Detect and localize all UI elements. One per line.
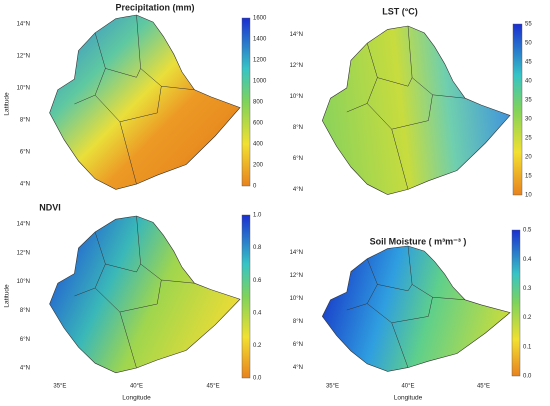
region-border [119, 86, 162, 123]
colorbar-tick-label: 0.0 [253, 376, 262, 382]
lat-tick-label: 4°N [20, 182, 30, 188]
colorbar-tick-label: 0.4 [253, 310, 262, 316]
colorbar-tick-label: 1200 [253, 58, 267, 64]
colorbar [241, 17, 251, 187]
colorbar-tick-label: 0.2 [253, 343, 262, 349]
lon-tick-label: 45°E [477, 384, 490, 390]
region-border [377, 77, 413, 87]
colorbar-tick-label: 10 [525, 193, 532, 199]
colorbar-tick-label: 0.0 [523, 374, 532, 380]
lat-tick-label: 14°N [290, 250, 303, 256]
colorbar-tick-label: 0.3 [523, 286, 532, 292]
lat-tick-label: 10°N [290, 296, 303, 302]
colorbar-tick-label: 55 [525, 22, 532, 28]
lat-tick-label: 8°N [20, 118, 30, 124]
colorbar [511, 229, 521, 377]
region-border [346, 258, 378, 311]
lat-tick-label: 4°N [293, 365, 303, 371]
region-border [407, 25, 466, 99]
lat-tick-label: 4°N [20, 366, 30, 372]
region-border [377, 284, 413, 292]
colorbar [512, 23, 523, 196]
colorbar-tick-label: 0 [253, 184, 257, 190]
colorbar-tick-label: 15 [525, 174, 532, 180]
lon-tick-label: 40°E [401, 384, 414, 390]
lat-tick-label: 8°N [293, 319, 303, 325]
colorbar-tick-label: 0.2 [523, 315, 532, 321]
y-axis-label: Latitude [4, 284, 11, 308]
lat-tick-label: 8°N [20, 308, 30, 314]
colorbar-tick-label: 400 [253, 142, 264, 148]
colorbar-tick-label: 0.8 [253, 245, 262, 251]
lon-tick-label: 35°E [326, 384, 339, 390]
lat-tick-label: 6°N [293, 342, 303, 348]
lon-tick-label: 45°E [207, 384, 220, 390]
lat-tick-label: 10°N [17, 86, 30, 92]
lat-tick-label: 12°N [290, 273, 303, 279]
panel-title: Soil Moisture ( m³m⁻³ ) [370, 236, 467, 246]
region-border [105, 68, 141, 78]
colorbar-tick-label: 20 [525, 155, 532, 161]
colorbar-tick-label: 1400 [253, 37, 267, 43]
lat-tick-label: 8°N [293, 125, 303, 131]
lat-tick-label: 6°N [20, 337, 30, 343]
lat-tick-label: 14°N [17, 222, 30, 228]
colorbar-tick-label: 1.0 [253, 213, 262, 219]
lat-tick-label: 14°N [17, 21, 30, 27]
region-border [119, 279, 162, 313]
colorbar-tick-label: 1600 [253, 16, 267, 22]
lat-tick-label: 12°N [17, 54, 30, 60]
colorbar-tick-label: 40 [525, 79, 532, 85]
lat-tick-label: 6°N [20, 150, 30, 156]
panel-title: NDVI [39, 202, 61, 212]
lon-tick-label: 40°E [130, 384, 143, 390]
panel-title: LST (°C) [382, 6, 418, 16]
region-border [105, 263, 141, 273]
colorbar-tick-label: 30 [525, 117, 532, 123]
colorbar-tick-label: 35 [525, 98, 532, 104]
colorbar-tick-label: 600 [253, 121, 264, 127]
region-border [74, 32, 106, 105]
colorbar-tick-label: 0.1 [523, 344, 532, 350]
region-border [346, 43, 378, 113]
x-axis-label: Longitude [394, 395, 423, 402]
colorbar-tick-label: 200 [253, 163, 264, 169]
lat-tick-label: 10°N [17, 279, 30, 285]
colorbar-tick-label: 0.5 [523, 228, 532, 234]
region-border [136, 215, 195, 284]
colorbar-tick-label: 0.6 [253, 278, 262, 284]
lat-tick-label: 12°N [290, 63, 303, 69]
colorbar-tick-label: 25 [525, 136, 532, 142]
lat-tick-label: 4°N [293, 187, 303, 193]
colorbar-tick-label: 800 [253, 100, 264, 106]
colorbar-tick-label: 45 [525, 60, 532, 66]
region-border [407, 245, 466, 301]
lat-tick-label: 12°N [17, 250, 30, 256]
colorbar-tick-label: 0.4 [523, 257, 532, 263]
colorbar [241, 214, 251, 379]
x-axis-label: Longitude [122, 395, 151, 402]
region-border [391, 94, 433, 130]
region-border [391, 297, 433, 324]
y-axis-label: Latitude [4, 92, 11, 116]
lat-tick-label: 10°N [290, 94, 303, 100]
lat-tick-label: 14°N [290, 32, 303, 38]
colorbar-tick-label: 50 [525, 41, 532, 47]
region-border [136, 14, 195, 91]
lat-tick-label: 6°N [293, 156, 303, 162]
lon-tick-label: 35°E [53, 384, 66, 390]
panel-title: Precipitation (mm) [115, 2, 194, 12]
region-border [74, 231, 106, 297]
colorbar-tick-label: 1000 [253, 79, 267, 85]
